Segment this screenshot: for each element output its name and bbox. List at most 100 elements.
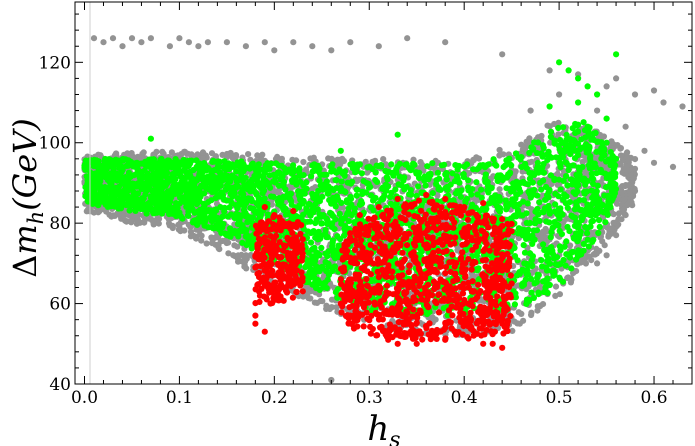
data-point-s0-1817 <box>293 157 300 164</box>
data-point-s1-1618 <box>356 161 363 168</box>
data-point-s0-1137 <box>245 151 252 158</box>
data-point-s0-2424 <box>88 208 95 215</box>
data-point-s0-1657 <box>234 243 241 250</box>
data-point-s1-72 <box>478 186 485 193</box>
data-point-s1-944 <box>332 203 339 210</box>
data-point-s0-3018 <box>109 35 117 42</box>
data-point-s0-2770 <box>307 295 314 302</box>
data-point-s1-1684 <box>411 161 418 168</box>
data-point-s1-1663 <box>457 193 464 200</box>
data-point-s0-2684 <box>626 188 633 195</box>
data-point-s0-2763 <box>177 228 184 235</box>
data-point-s1-1504 <box>172 170 179 177</box>
data-point-s0-1873 <box>574 261 581 268</box>
data-point-s0-2775 <box>135 218 142 225</box>
data-point-s1-1318 <box>561 191 568 198</box>
data-point-s0-3021 <box>138 39 145 46</box>
data-point-s1-1588 <box>313 196 320 203</box>
data-point-s1-1636 <box>84 164 91 171</box>
data-point-s0-847 <box>556 291 564 298</box>
data-point-s0-3026 <box>195 43 202 50</box>
data-point-s1-575 <box>307 239 315 246</box>
data-point-s1-907 <box>524 266 531 274</box>
data-point-s0-3020 <box>128 35 136 42</box>
data-point-s1-1789 <box>139 174 146 181</box>
data-point-s1-264 <box>540 144 547 152</box>
data-point-s0-1608 <box>187 233 194 240</box>
data-point-s0-2704 <box>181 148 188 155</box>
data-point-s0-2330 <box>514 320 521 327</box>
data-point-s1-1069 <box>318 244 325 251</box>
data-point-s0-2943 <box>209 236 216 243</box>
data-point-s0-3036 <box>375 43 382 50</box>
data-point-s1-1901 <box>509 196 516 203</box>
data-point-s1-878 <box>388 161 395 168</box>
data-point-s0-923 <box>617 152 625 159</box>
data-point-s0-1550 <box>194 151 201 158</box>
data-point-s1-1869 <box>268 160 275 167</box>
data-point-s1-1699 <box>447 181 454 188</box>
data-point-s0-3065 <box>527 107 534 114</box>
data-point-s1-1553 <box>560 124 567 131</box>
data-point-s0-2721 <box>242 252 249 259</box>
data-point-s1-834 <box>594 182 601 189</box>
data-point-s1-1579 <box>370 207 377 214</box>
data-point-s0-3048 <box>594 107 601 114</box>
data-point-s1-1813 <box>229 193 236 200</box>
data-point-s0-2853 <box>153 148 160 155</box>
data-point-s1-1569 <box>148 187 155 194</box>
data-point-s1-343 <box>429 160 436 167</box>
data-point-s0-1917 <box>259 151 266 158</box>
data-point-s0-3028 <box>223 39 230 46</box>
data-point-s1-1861 <box>236 198 243 205</box>
data-point-s0-3030 <box>261 39 268 46</box>
data-point-s1-627 <box>561 243 568 250</box>
data-point-s1-1926 <box>534 150 541 157</box>
data-point-s0-1620 <box>509 327 516 334</box>
data-point-s0-2855 <box>429 314 436 321</box>
data-point-s0-3033 <box>309 43 316 50</box>
data-point-s1-1834 <box>571 234 578 241</box>
data-point-s1-1855 <box>546 219 553 226</box>
data-point-s1-1179 <box>190 166 197 174</box>
data-point-s0-1883 <box>582 260 590 267</box>
data-point-s1-1611 <box>603 184 610 191</box>
data-point-s0-2225 <box>168 149 175 156</box>
data-point-s1-269 <box>590 180 597 188</box>
data-point-s0-2333 <box>340 157 347 165</box>
data-point-s1-1242 <box>329 161 336 168</box>
data-point-s0-2524 <box>232 152 240 159</box>
data-point-s1-519 <box>413 192 420 199</box>
data-point-s1-358 <box>259 190 266 197</box>
data-point-s1-1289 <box>593 170 600 177</box>
data-point-s0-3039 <box>499 51 506 58</box>
data-point-s1-1912 <box>365 184 373 191</box>
data-point-s0-3011 <box>216 246 223 253</box>
data-point-s0-3044 <box>650 87 658 94</box>
data-point-s0-3024 <box>176 35 183 42</box>
data-point-s1-1866 <box>385 168 392 175</box>
data-point-s0-1977 <box>380 156 387 163</box>
data-point-s0-3037 <box>404 35 411 42</box>
data-point-s0-3025 <box>185 39 192 46</box>
data-point-s0-1566 <box>528 311 535 319</box>
data-point-s0-631 <box>353 178 360 185</box>
data-point-s1-250 <box>502 197 509 204</box>
data-point-s0-792 <box>300 158 307 166</box>
data-point-s0-2743 <box>528 158 535 165</box>
data-point-s1-1727 <box>534 274 541 281</box>
series-1 <box>81 51 620 319</box>
data-point-s0-2531 <box>617 161 624 168</box>
data-point-s0-3040 <box>546 67 553 74</box>
data-point-s1-1502 <box>505 171 512 178</box>
data-point-s0-3032 <box>290 39 297 46</box>
data-point-s0-2580 <box>97 152 104 159</box>
data-point-s0-3038 <box>442 39 449 46</box>
data-point-s0-3035 <box>347 39 354 46</box>
data-point-s1-1897 <box>300 172 307 179</box>
data-point-s1-805 <box>461 163 468 170</box>
data-point-s0-2695 <box>160 150 167 157</box>
data-point-s0-2450 <box>339 204 346 211</box>
data-point-s1-284 <box>424 163 431 170</box>
data-point-s0-3047 <box>603 83 610 90</box>
